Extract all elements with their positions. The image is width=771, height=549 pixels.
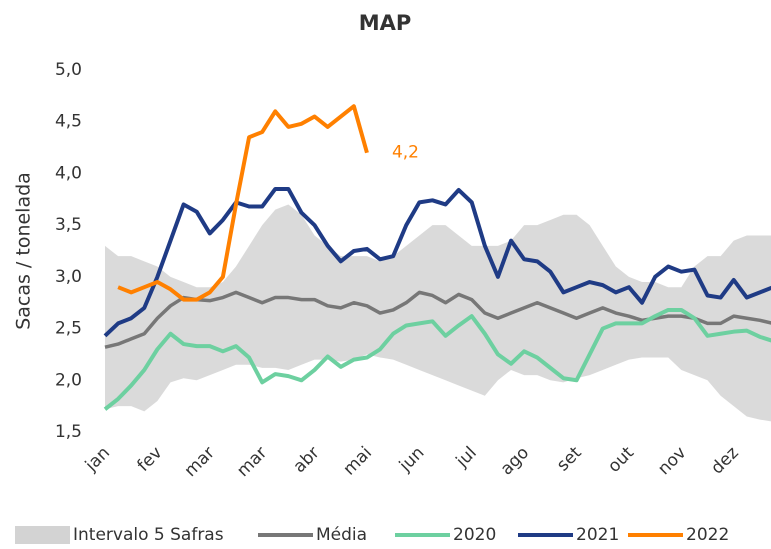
legend-label: Média: [316, 525, 367, 545]
series-line: [103, 186, 771, 338]
x-tick-label: dez: [707, 443, 743, 479]
series-line: [103, 307, 771, 411]
x-tick-label: ago: [497, 443, 533, 479]
x-tick-label: jul: [452, 443, 481, 472]
x-tick-label: mar: [181, 443, 219, 481]
y-tick-label: 4,5: [55, 112, 82, 132]
x-tick-label: out: [604, 443, 638, 477]
x-tick-label: mar: [233, 443, 271, 481]
y-axis-label: Sacas / tonelada: [13, 172, 35, 330]
legend-label: 2022: [686, 525, 729, 545]
legend-label: Intervalo 5 Safras: [73, 525, 224, 545]
y-tick-label: 2,0: [55, 370, 82, 390]
x-tick-label: jan: [81, 443, 114, 476]
x-tick-label: nov: [654, 443, 690, 479]
annotation: 4,2: [392, 143, 419, 163]
legend-label: 2020: [453, 525, 496, 545]
series-line: [104, 290, 771, 349]
series-line: [117, 104, 369, 302]
y-tick-label: 2,5: [55, 319, 82, 339]
x-tick-label: fev: [134, 443, 167, 476]
legend-swatch: [15, 526, 70, 544]
y-tick-label: 3,5: [55, 215, 82, 235]
y-tick-label: 5,0: [55, 60, 82, 80]
band-area: [105, 204, 771, 422]
x-tick-label: set: [553, 443, 586, 476]
y-tick-label: 1,5: [55, 422, 82, 442]
x-tick-label: mai: [339, 443, 376, 480]
y-tick-label: 3,0: [55, 267, 82, 287]
y-tick-label: 4,0: [55, 163, 82, 183]
x-tick-label: jun: [395, 443, 428, 476]
chart-title: MAP: [359, 11, 412, 35]
legend-label: 2021: [576, 525, 619, 545]
x-tick-label: abr: [290, 443, 324, 477]
